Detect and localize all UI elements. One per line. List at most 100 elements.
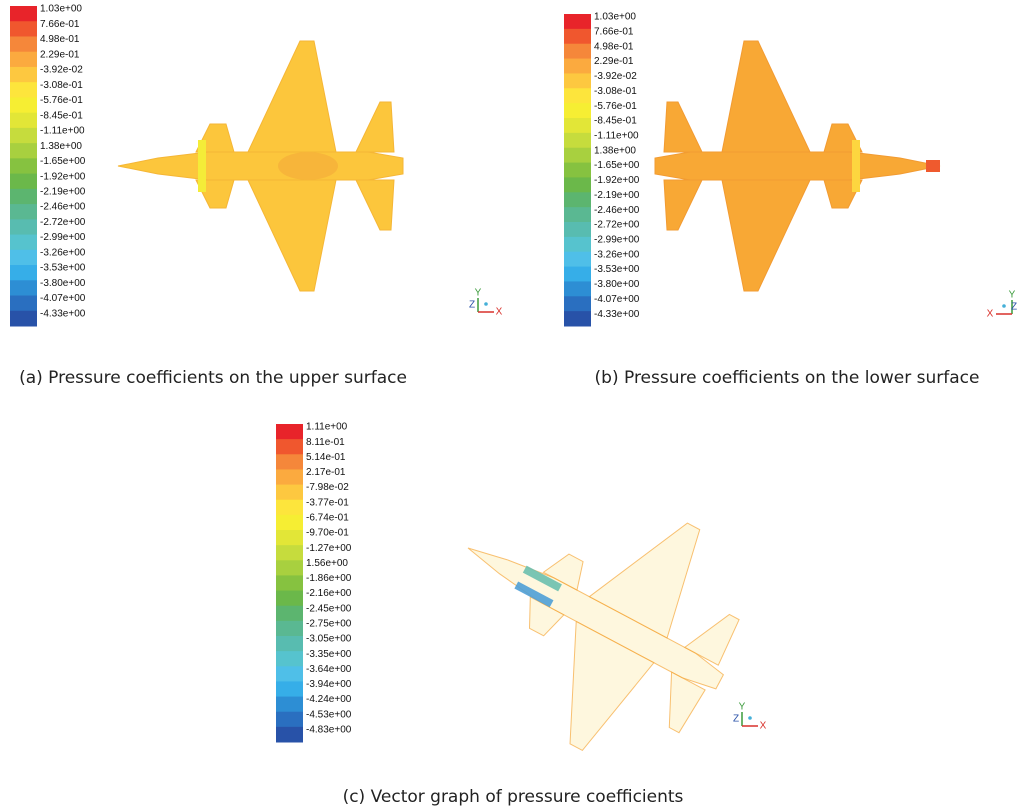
axis-label: Y	[1009, 290, 1016, 301]
axis-label: Y	[475, 288, 482, 299]
colorbar-label: -3.94e+00	[306, 679, 352, 690]
colorbar-swatch	[276, 545, 303, 561]
axis-label: Z	[469, 300, 475, 311]
axis-label: Z	[733, 714, 739, 725]
colorbar-swatch	[10, 6, 37, 22]
colorbar-label: -1.11e+00	[40, 126, 85, 137]
colorbar-label: -3.80e+00	[40, 278, 86, 289]
colorbar-label: -3.77e-01	[306, 497, 349, 508]
colorbar-swatch	[276, 636, 303, 652]
colorbar-swatch	[10, 204, 37, 220]
colorbar-swatch	[10, 174, 37, 190]
colorbar-label: -9.70e-01	[306, 528, 349, 539]
colorbar-swatch	[564, 207, 591, 222]
colorbar-label: -1.92e+00	[594, 175, 640, 186]
aircraft-upper	[118, 41, 403, 291]
colorbar-swatch	[276, 606, 303, 622]
colorbar-swatch	[276, 469, 303, 485]
colorbar-label: 7.66e-01	[40, 19, 80, 30]
colorbar-label: -4.24e+00	[306, 694, 352, 705]
colorbar-label: -4.07e+00	[40, 293, 86, 304]
axis-label: X	[496, 307, 503, 318]
colorbar-label: -3.35e+00	[306, 649, 352, 660]
colorbar-label: 2.29e-01	[40, 49, 80, 60]
colorbar-swatch	[564, 148, 591, 163]
figure: (a) Pressure coefficients on the upper s…	[0, 0, 1028, 808]
colorbar-swatch	[10, 21, 37, 37]
colorbar-swatch	[10, 158, 37, 174]
colorbar-label: 7.66e-01	[594, 26, 634, 37]
colorbar-swatch	[564, 267, 591, 282]
caption: (a) Pressure coefficients on the upper s…	[19, 368, 407, 388]
colorbar-label: -3.53e+00	[594, 264, 640, 275]
colorbar-label: -1.65e+00	[594, 160, 640, 171]
colorbar-label: -2.19e+00	[594, 190, 640, 201]
colorbar-swatch	[276, 500, 303, 516]
colorbar-swatch	[10, 82, 37, 98]
caption: (c) Vector graph of pressure coefficient…	[343, 787, 684, 807]
colorbar-swatch	[10, 250, 37, 266]
colorbar-label: 1.38e+00	[594, 145, 636, 156]
colorbar-label: -2.72e+00	[40, 217, 86, 228]
colorbar-label: -2.46e+00	[40, 202, 86, 213]
colorbar-swatch	[564, 44, 591, 59]
colorbar-swatch	[276, 454, 303, 470]
colorbar-label: 1.56e+00	[306, 558, 348, 569]
colorbar-swatch	[276, 651, 303, 667]
colorbar-swatch	[564, 163, 591, 178]
colorbar-swatch	[276, 424, 303, 440]
colorbar-label: -3.08e-01	[40, 80, 83, 91]
axis-dot	[748, 716, 752, 720]
colorbar-swatch	[10, 113, 37, 129]
colorbar-swatch	[276, 591, 303, 607]
colorbar-label: -2.19e+00	[40, 186, 86, 197]
colorbar-label: -4.53e+00	[306, 709, 352, 720]
colorbar-label: -3.92e-02	[594, 71, 637, 82]
colorbar-label: -3.80e+00	[594, 279, 640, 290]
colorbar-label: -1.86e+00	[306, 573, 352, 584]
caption: (b) Pressure coefficients on the lower s…	[595, 368, 980, 388]
colorbar-swatch	[10, 36, 37, 52]
colorbar-swatch	[564, 14, 591, 29]
colorbar-swatch	[10, 265, 37, 281]
axis-label: X	[760, 721, 767, 732]
axis-dot	[484, 302, 488, 306]
colorbar-swatch	[10, 97, 37, 113]
colorbar-swatch	[564, 252, 591, 267]
colorbar-swatch	[564, 59, 591, 74]
colorbar-swatch	[276, 530, 303, 546]
colorbar-label: 4.98e-01	[594, 41, 634, 52]
colorbar-swatch	[564, 118, 591, 133]
colorbar-label: -2.16e+00	[306, 588, 352, 599]
colorbar-label: -3.92e-02	[40, 65, 83, 76]
colorbar-label: -1.65e+00	[40, 156, 86, 167]
colorbar-label: 8.11e-01	[306, 437, 345, 448]
colorbar-swatch	[10, 280, 37, 296]
colorbar-swatch	[564, 296, 591, 311]
colorbar-swatch	[276, 560, 303, 576]
axis-label: Z	[1011, 302, 1017, 313]
colorbar-swatch	[564, 311, 591, 326]
colorbar-label: -3.53e+00	[40, 263, 86, 274]
colorbar-label: -3.26e+00	[40, 247, 86, 258]
colorbar-swatch	[276, 727, 303, 743]
colorbar-label: -4.33e+00	[594, 309, 640, 320]
colorbar-label: -2.46e+00	[594, 205, 640, 216]
colorbar-label: -2.99e+00	[594, 234, 640, 245]
aircraft-vectors	[409, 438, 778, 793]
colorbar-swatch	[10, 235, 37, 251]
colorbar-swatch	[564, 103, 591, 118]
colorbar-label: -7.98e-02	[306, 482, 349, 493]
colorbar-label: -4.07e+00	[594, 294, 640, 305]
colorbar-label: 5.14e-01	[306, 452, 346, 463]
colorbar-swatch	[10, 67, 37, 83]
colorbar-swatch	[564, 192, 591, 207]
colorbar-swatch	[564, 237, 591, 252]
colorbar-label: 1.03e+00	[594, 12, 636, 23]
colorbar-swatch	[564, 177, 591, 192]
colorbar-label: -5.76e-01	[40, 95, 83, 106]
colorbar-swatch	[10, 311, 37, 327]
colorbar-label: 1.11e+00	[306, 422, 348, 433]
colorbar-swatch	[276, 697, 303, 713]
colorbar-label: -3.05e+00	[306, 634, 352, 645]
